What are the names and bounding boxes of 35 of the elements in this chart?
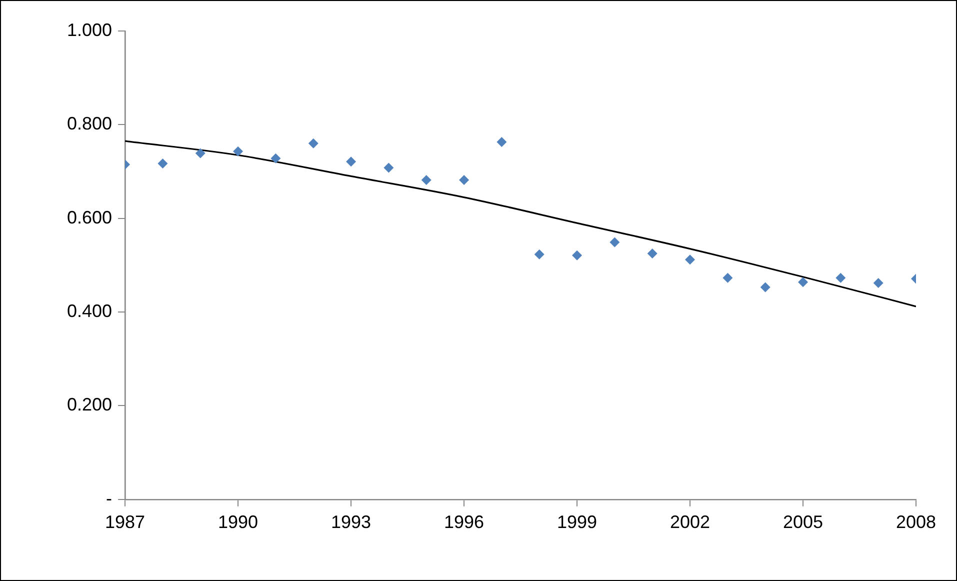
point <box>722 272 733 283</box>
x-tick-label: 1993 <box>331 512 372 532</box>
x-tick-label: 1987 <box>105 512 146 532</box>
x-tick-label: 1990 <box>218 512 258 532</box>
x-tick-label: 1996 <box>444 512 484 532</box>
point <box>384 162 394 173</box>
point <box>534 249 544 260</box>
y-tick-label: 0.400 <box>66 301 112 322</box>
y-tick-label: 0.800 <box>66 114 112 134</box>
point <box>270 153 281 164</box>
point <box>233 146 244 156</box>
x-tick-label: 2005 <box>782 512 824 532</box>
point <box>610 237 620 248</box>
y-tick-label: 0.600 <box>66 207 112 228</box>
x-tick-label: 2002 <box>670 512 710 532</box>
y-tick-label: 1.000 <box>66 20 112 40</box>
point <box>873 278 884 288</box>
point <box>836 272 846 283</box>
point <box>760 282 770 292</box>
point <box>496 137 507 148</box>
line-series <box>125 140 916 308</box>
point <box>459 174 470 185</box>
point <box>195 148 206 158</box>
point <box>685 254 696 265</box>
point <box>158 158 168 169</box>
y-tick-label: 0.200 <box>66 394 112 415</box>
point <box>421 174 432 185</box>
point <box>346 156 356 167</box>
point <box>647 248 658 258</box>
y-tick-label: - <box>106 488 112 508</box>
point <box>572 250 582 260</box>
x-tick-label: 1999 <box>556 512 598 532</box>
x-tick-label: 2008 <box>896 512 936 532</box>
point <box>308 138 318 148</box>
point <box>798 277 808 288</box>
